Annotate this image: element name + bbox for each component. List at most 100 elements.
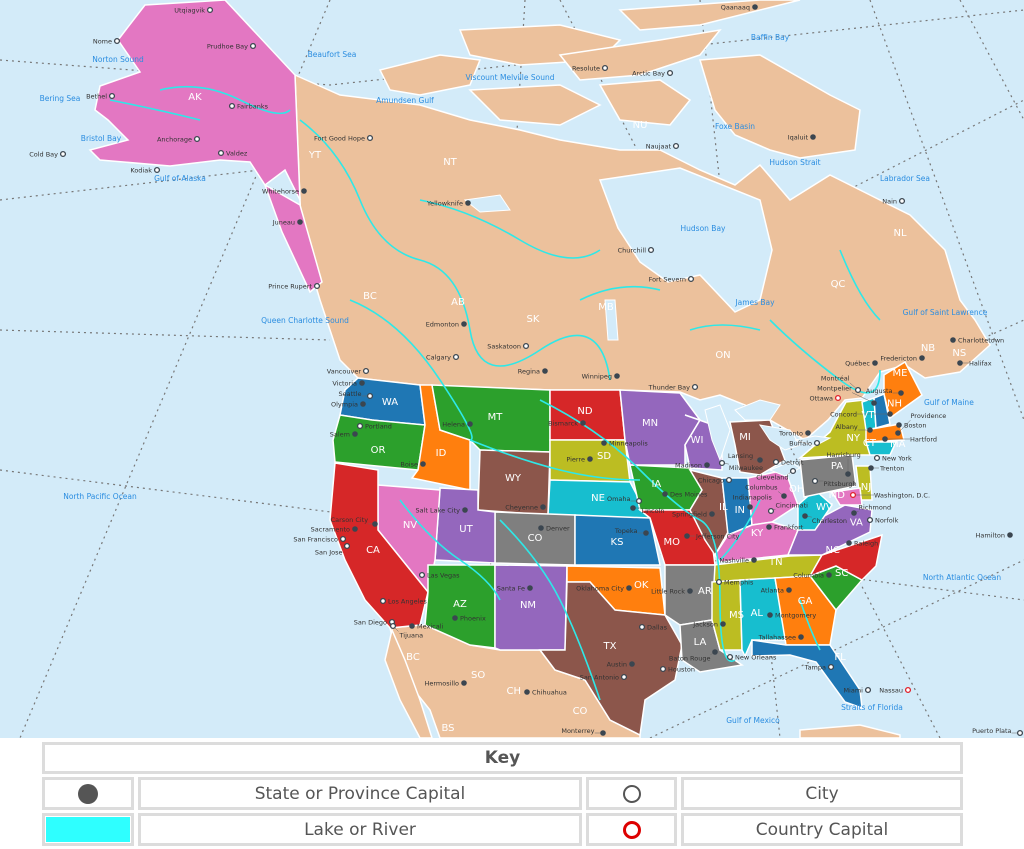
city-label: Detroit <box>781 459 804 467</box>
capital-dot-icon <box>895 430 901 436</box>
capital-dot-icon <box>462 507 468 513</box>
city-label: Thunder Bay <box>648 384 691 392</box>
water-label: Gulf of Maine <box>924 398 974 407</box>
city-label: Nome <box>93 38 112 46</box>
city-circle-icon <box>875 456 880 461</box>
capital-dot-icon <box>767 612 773 618</box>
water-label: Bering Sea <box>40 94 81 103</box>
city-marker: Salt Lake City <box>416 507 468 515</box>
city-marker: Prince Rupert <box>268 283 319 291</box>
capital-dot-icon <box>810 134 816 140</box>
city-label: Nashville <box>719 557 749 565</box>
city-label: Hermosillo <box>424 680 459 688</box>
city-label: Seattle <box>339 390 362 398</box>
city-circle-icon <box>649 248 654 253</box>
city-circle-icon <box>693 385 698 390</box>
state-label: MA <box>890 439 906 450</box>
city-label: Augusta <box>866 387 893 395</box>
state-label: LA <box>694 637 707 648</box>
state-label: NM <box>520 600 536 611</box>
capital-dot-icon <box>540 504 546 510</box>
city-circle-icon <box>640 625 645 630</box>
capital-dot-icon <box>887 411 893 417</box>
state-label: AL <box>751 608 764 619</box>
state-label: WY <box>505 473 522 484</box>
city-label: Winnipeg <box>582 373 612 381</box>
state-label: VA <box>850 517 863 528</box>
city-circle-icon <box>637 499 642 504</box>
city-circle-icon <box>219 151 224 156</box>
city-marker: Los Angeles <box>381 598 428 606</box>
city-label: Halifax <box>969 360 992 368</box>
city-label: Cold Bay <box>29 151 58 159</box>
city-label: Québec <box>845 360 870 368</box>
state-label: NV <box>403 520 417 531</box>
capital-dot-icon <box>629 661 635 667</box>
state-label: PA <box>831 461 843 472</box>
city-circle-icon <box>251 44 256 49</box>
state-label: NY <box>846 433 860 444</box>
city-label: New Orleans <box>735 654 777 662</box>
city-label: Springfield <box>672 511 707 519</box>
city-circle-icon <box>866 688 871 693</box>
state-label: AR <box>698 586 712 597</box>
capital-dot-icon <box>709 511 715 517</box>
city-marker: Oklahoma City <box>576 585 632 593</box>
city-label: Montgomery <box>775 612 816 620</box>
state-label: AZ <box>453 599 467 610</box>
city-label: Prudhoe Bay <box>207 43 248 51</box>
region-label: NT <box>443 157 457 168</box>
city-label: Fort Severn <box>649 276 686 284</box>
city-circle-icon <box>623 785 641 803</box>
capital-dot-icon <box>352 526 358 532</box>
city-label: Regina <box>518 368 540 376</box>
city-circle-icon <box>661 667 666 672</box>
city-circle-icon <box>720 461 725 466</box>
city-circle-icon <box>900 199 905 204</box>
capital-dot-icon <box>465 200 471 206</box>
capital-dot-icon <box>78 784 98 804</box>
capital-dot-icon <box>601 440 607 446</box>
capital-dot-icon <box>524 689 530 695</box>
city-label: Indianapolis <box>733 493 773 501</box>
city-label: Qaanaaq <box>721 4 750 12</box>
city-circle-icon <box>391 624 396 629</box>
city-marker: Des Moines <box>662 491 708 499</box>
city-circle-icon <box>115 39 120 44</box>
city-label: Cleveland <box>756 474 788 482</box>
state-label: CA <box>366 545 380 556</box>
state-label: MI <box>739 432 751 443</box>
capital-dot-icon <box>867 427 873 433</box>
city-label: Saskatoon <box>487 343 521 351</box>
water-label: Straits of Florida <box>841 703 903 712</box>
region-label: NU <box>633 120 648 131</box>
capital-dot-icon <box>757 457 763 463</box>
capital-dot-icon <box>461 680 467 686</box>
water-label: North Atlantic Ocean <box>923 573 1002 582</box>
city-label: Valdez <box>226 150 248 158</box>
city-label: Helena <box>442 421 465 429</box>
city-label: Sacramento <box>311 526 350 534</box>
city-label: Pierre <box>566 456 585 464</box>
water-label: Gulf of Alaska <box>154 174 206 183</box>
city-label: Salt Lake City <box>416 507 461 515</box>
water-label: Baffin Bay <box>751 33 790 42</box>
region-label: YT <box>308 150 322 161</box>
city-label: Hartford <box>910 436 937 444</box>
state-label: MO <box>664 537 681 548</box>
country-capital-icon <box>851 493 856 498</box>
lake-river-swatch-icon <box>46 817 130 842</box>
capital-dot-icon <box>352 431 358 437</box>
city-label: San Antonio <box>580 674 619 682</box>
city-label: Little Rock <box>651 588 685 596</box>
city-label: Cheyenne <box>505 504 538 512</box>
city-label: Bismarck <box>548 420 578 428</box>
key-title: Key <box>42 742 963 774</box>
capital-dot-icon <box>359 380 365 386</box>
capital-dot-icon <box>662 491 668 497</box>
region-label: CH <box>506 686 521 697</box>
city-marker: Charlottetown <box>950 337 1004 345</box>
capital-dot-icon <box>461 321 467 327</box>
capital-dot-icon <box>846 540 852 546</box>
key-label-lake-river: Lake or River <box>138 813 582 846</box>
